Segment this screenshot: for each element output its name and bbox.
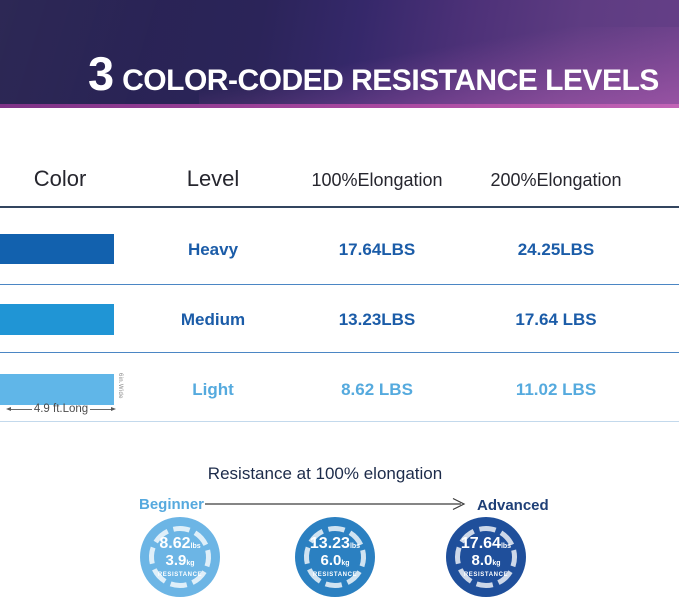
column-header-200-elongation: 200%Elongation	[490, 170, 622, 190]
badge-circle-icon	[140, 517, 220, 597]
dimension-line-left	[11, 408, 32, 410]
title-count: 3	[88, 47, 114, 100]
badge-kg-value: 6.0	[320, 551, 342, 569]
page-title: 3 COLOR-CODED RESISTANCE LEVELS	[88, 50, 659, 97]
badge-text-block: 13.23lbs 6.0kg RESISTANCE	[295, 517, 375, 597]
band-swatch-heavy	[0, 234, 114, 264]
badge-kg-unit: kg	[186, 559, 195, 567]
badge-lbs-value: 13.23	[309, 535, 350, 553]
band-swatch-medium	[0, 304, 114, 335]
badge-kg-row: 6.0kg	[320, 551, 350, 570]
badge-lbs-value: 8.62	[159, 535, 191, 553]
scale-advanced-label: Advanced	[477, 497, 549, 514]
table-row-heavy-e100: 17.64LBS	[338, 240, 416, 259]
header-banner: 3 COLOR-CODED RESISTANCE LEVELS	[0, 0, 679, 107]
dimension-arrow-right-icon	[111, 407, 117, 411]
band-swatch-light	[0, 374, 114, 405]
band-width-label: 6in.Wide	[117, 373, 123, 399]
band-length-label: 4.9 ft.Long	[33, 403, 89, 415]
badge-lbs-unit: lbs	[500, 543, 512, 551]
badge-lbs-row: 17.64lbs	[460, 535, 512, 553]
resistance-badge-heavy: 17.64lbs 8.0kg RESISTANCE	[446, 517, 526, 597]
badge-kg-value: 3.9	[165, 551, 187, 569]
column-header-level: Level	[186, 166, 240, 191]
row-divider-1	[0, 284, 679, 285]
dimension-line-right	[90, 408, 112, 410]
badge-kg-value: 8.0	[471, 551, 493, 569]
scale-title: Resistance at 100% elongation	[207, 464, 443, 483]
table-row-light-level: Light	[192, 380, 234, 399]
table-row-light-e100: 8.62 LBS	[341, 380, 413, 399]
badge-lbs-row: 13.23lbs	[309, 535, 361, 553]
column-header-100-elongation: 100%Elongation	[311, 170, 443, 190]
badge-resistance-label: RESISTANCE	[463, 571, 509, 578]
table-row-medium-e200: 17.64 LBS	[515, 310, 597, 329]
badge-circle-icon	[295, 517, 375, 597]
table-row-heavy-e200: 24.25LBS	[517, 240, 595, 259]
table-row-light-e200: 11.02 LBS	[515, 380, 597, 399]
dimension-arrow-left-icon	[6, 407, 11, 411]
badge-resistance-label: RESISTANCE	[157, 571, 203, 578]
badge-lbs-unit: lbs	[190, 543, 201, 551]
table-header-rule	[0, 206, 679, 208]
badge-lbs-row: 8.62lbs	[159, 535, 201, 553]
badge-lbs-value: 17.64	[460, 535, 501, 553]
column-header-color: Color	[33, 166, 87, 191]
band-length-dimension: 4.9 ft.Long	[6, 402, 117, 416]
beginner-to-advanced-arrow-icon	[205, 497, 466, 511]
badge-lbs-unit: lbs	[349, 543, 361, 551]
badge-text-block: 8.62lbs 3.9kg RESISTANCE	[140, 517, 220, 597]
table-row-medium-e100: 13.23LBS	[338, 310, 416, 329]
badge-circle-icon	[446, 517, 526, 597]
table-row-medium-level: Medium	[180, 310, 246, 329]
title-text: COLOR-CODED RESISTANCE LEVELS	[122, 64, 659, 97]
row-divider-3	[0, 421, 679, 422]
badge-kg-row: 8.0kg	[471, 551, 501, 570]
resistance-badge-medium: 13.23lbs 6.0kg RESISTANCE	[295, 517, 375, 597]
scale-beginner-label: Beginner	[139, 496, 205, 513]
badge-kg-unit: kg	[341, 559, 350, 567]
row-divider-2	[0, 352, 679, 353]
badge-kg-row: 3.9kg	[165, 551, 195, 570]
table-row-heavy-level: Heavy	[187, 240, 239, 259]
resistance-badge-light: 8.62lbs 3.9kg RESISTANCE	[140, 517, 220, 597]
banner-accent-rule	[0, 104, 679, 108]
badge-text-block: 17.64lbs 8.0kg RESISTANCE	[446, 517, 526, 597]
badge-resistance-label: RESISTANCE	[312, 571, 358, 578]
badge-kg-unit: kg	[492, 559, 501, 567]
